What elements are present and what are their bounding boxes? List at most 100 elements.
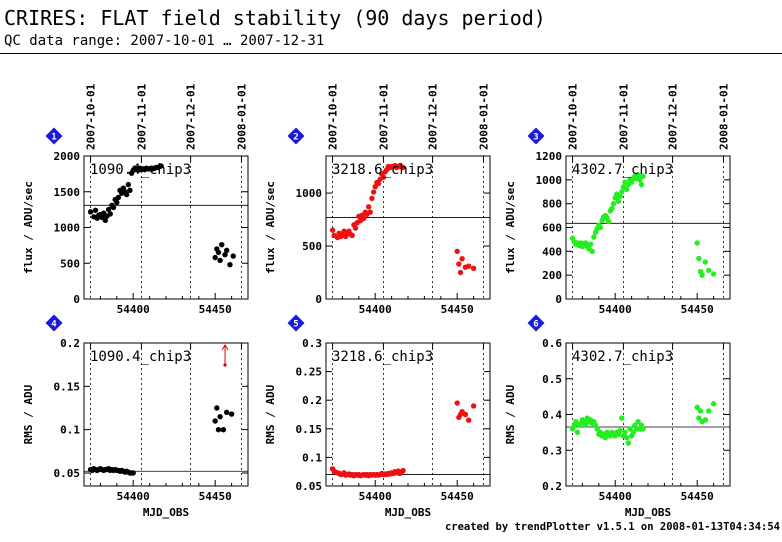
data-point — [694, 404, 700, 411]
data-point — [228, 411, 235, 417]
data-point — [222, 251, 228, 258]
page-subtitle: QC data range: 2007-10-01 … 2007-12-31 — [4, 33, 325, 49]
y-tick-label: 2000 — [54, 150, 81, 163]
data-point — [369, 195, 375, 202]
data-point — [705, 408, 712, 414]
y-tick-label: 0.1 — [302, 451, 322, 464]
data-point — [638, 181, 645, 188]
data-point — [365, 204, 372, 210]
panel-label: 1090.4_chip3 — [90, 349, 191, 365]
data-point — [699, 272, 705, 278]
data-point — [87, 209, 94, 215]
data-point — [457, 269, 464, 276]
plot-panel-5: 54400 54450 0.05 0.1 0.15 0.2 0.25 0.3 3218.6_ch… — [264, 314, 491, 519]
y-tick-label: 1000 — [54, 222, 81, 235]
data-point — [462, 411, 469, 418]
plot-panel-1: 2007-10-01 2007-11-01 2007-12-01 2008-01-01… — [22, 83, 249, 316]
data-point — [705, 267, 712, 274]
panel-number-badge — [527, 127, 545, 145]
data-point — [215, 426, 222, 433]
data-point — [370, 189, 377, 195]
data-point — [125, 181, 131, 188]
data-point — [114, 199, 120, 206]
y-tick-label: 0.2 — [60, 337, 80, 350]
data-point — [470, 403, 477, 409]
data-point — [697, 408, 704, 414]
y-tick-label: 500 — [302, 240, 322, 253]
panel-label: 3218.6_chip3 — [332, 349, 433, 365]
x-tick-label: 54400 — [117, 303, 150, 316]
y-axis-label: flux / ADU/sec — [264, 181, 277, 274]
data-point — [220, 426, 227, 433]
data-point — [622, 429, 628, 436]
y-tick-label: 400 — [542, 245, 562, 258]
y-tick-label: 0 — [315, 293, 322, 306]
data-point — [375, 180, 382, 187]
date-tick-label: 2008-01-01 — [235, 83, 248, 150]
panel-number-label: 4 — [51, 320, 57, 330]
data-point — [465, 263, 472, 269]
data-point — [217, 413, 223, 420]
data-point — [212, 418, 218, 424]
data-point — [456, 261, 462, 267]
y-axis-label: RMS / ADU — [504, 384, 517, 444]
data-point — [380, 174, 387, 180]
data-point — [361, 215, 367, 222]
y-tick-label: 1200 — [536, 150, 563, 163]
data-point — [710, 271, 717, 277]
x-tick-label: 54450 — [199, 490, 232, 503]
x-axis-label: MJD_OBS — [143, 506, 189, 519]
data-point — [212, 254, 218, 261]
date-tick-label: 2007-12-01 — [667, 83, 680, 150]
data-point — [637, 177, 643, 183]
date-tick-label: 2008-01-01 — [717, 83, 730, 150]
data-point — [696, 415, 702, 421]
data-point — [230, 253, 236, 259]
data-point — [619, 189, 625, 195]
data-point — [589, 248, 595, 255]
data-point — [158, 163, 164, 169]
y-tick-label: 0.05 — [54, 467, 81, 480]
y-tick-label: 800 — [542, 198, 562, 211]
panel-label: 4302.7_chip3 — [572, 349, 673, 365]
x-tick-label: 54400 — [599, 303, 632, 316]
data-point — [617, 193, 623, 200]
date-tick-label: 2007-10-01 — [85, 83, 98, 150]
x-tick-label: 54400 — [599, 490, 632, 503]
data-point — [623, 435, 630, 441]
data-point — [582, 422, 589, 428]
panel-number-label: 2 — [293, 133, 298, 143]
data-point — [594, 426, 600, 432]
data-point — [123, 191, 130, 198]
data-point — [635, 172, 641, 178]
data-point — [623, 186, 630, 193]
y-tick-label: 600 — [542, 222, 562, 235]
data-point — [223, 247, 230, 254]
data-point — [349, 232, 355, 239]
x-tick-label: 54450 — [441, 303, 474, 316]
data-point — [227, 261, 233, 268]
panel-number-label: 6 — [533, 320, 538, 330]
data-point — [454, 400, 460, 406]
data-point — [696, 255, 702, 262]
y-axis-label: flux / ADU/sec — [504, 181, 517, 274]
panel-label: 3218.6_chip3 — [332, 162, 433, 178]
outlier-arrow-head — [221, 344, 229, 351]
data-point — [625, 440, 632, 446]
data-point — [630, 429, 636, 436]
data-point — [214, 405, 220, 411]
data-point — [635, 418, 641, 425]
y-tick-label: 1000 — [296, 187, 323, 200]
title-divider — [0, 53, 782, 54]
data-point — [454, 248, 460, 255]
y-tick-label: 0.4 — [542, 409, 562, 422]
y-tick-label: 0.2 — [302, 394, 322, 407]
date-tick-label: 2007-11-01 — [135, 83, 148, 150]
data-point — [617, 427, 623, 434]
x-tick-label: 54400 — [117, 490, 150, 503]
data-point — [610, 200, 617, 207]
x-tick-label: 54450 — [681, 490, 714, 503]
data-point — [605, 218, 612, 225]
panel-number-label: 1 — [51, 133, 56, 143]
date-tick-label: 2008-01-01 — [477, 83, 490, 150]
